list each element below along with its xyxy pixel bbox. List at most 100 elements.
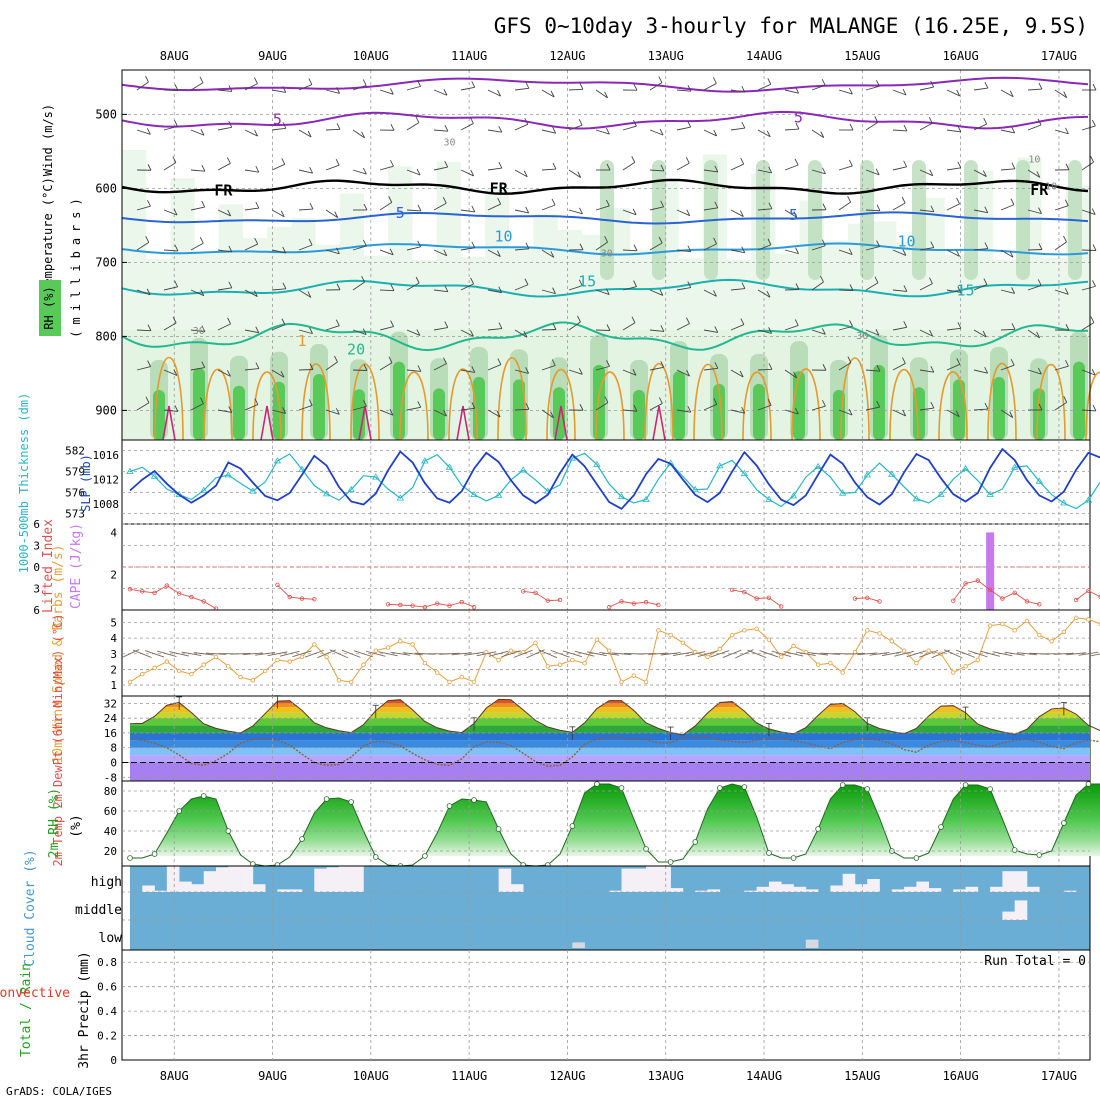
lifted-cape-data: [127, 532, 1100, 611]
precip-series-total: Total / Rain: [19, 963, 34, 1057]
wind-speed-point: [570, 657, 575, 663]
wind-barb: [379, 409, 394, 416]
wind-barb: [973, 369, 988, 374]
contour-labels: 5 5 FR FR FR 5 5 10 10 15 15 20 30 30 30 30 10 10 1: [193, 108, 1057, 358]
wind-barb: [514, 369, 529, 374]
wind-barb: [703, 403, 717, 411]
lifted-index-point: [164, 583, 170, 588]
wind-barb-flag: [334, 211, 339, 218]
wind-barb: [973, 248, 988, 251]
contour-label: 5: [396, 204, 405, 222]
isotherm-30-loop: [554, 405, 568, 441]
wind-barb-10m: [820, 652, 841, 655]
wind-barb: [649, 289, 664, 296]
wind-speed-point: [901, 648, 907, 653]
wind-barb: [541, 409, 554, 419]
wind-speed-point: [385, 645, 391, 650]
wind-speed-point: [951, 670, 956, 675]
wind-barb: [703, 169, 718, 173]
wind-barb: [487, 409, 501, 418]
wind-barb-flag: [821, 328, 826, 335]
wind-barbs: [136, 75, 1097, 419]
wind-barb-10m: [513, 649, 533, 658]
wind-barb-flag: [795, 86, 800, 94]
isotherm-25-loop: [889, 369, 919, 441]
wind-barb-flag: [1036, 171, 1041, 178]
thickness-slp-frame: [121, 439, 1091, 525]
wind-barb-10m: [193, 652, 214, 656]
thickness-marker: [470, 490, 478, 497]
contour-label: 30: [193, 326, 205, 337]
wind-barb-10m: [329, 649, 349, 659]
wind-speed-point: [287, 659, 292, 664]
thickness-marker: [937, 490, 945, 497]
wind-barb: [676, 249, 691, 253]
precip-tick-label: 0: [110, 1054, 117, 1067]
lifted-index-point: [176, 591, 182, 596]
wind10m-axis-label: 10m Wind Speed & Barbs (m/s): [51, 544, 66, 763]
wind-speed-point: [1000, 621, 1005, 627]
wind-barb: [919, 86, 934, 91]
wind-speed-point: [1037, 632, 1042, 638]
wind-speed-point: [619, 679, 624, 685]
wind-barb: [811, 84, 826, 91]
precip-tick-label: 0.4: [97, 1005, 117, 1018]
wind-barb-10m: [230, 652, 251, 655]
wind-barb: [892, 202, 906, 211]
wind-barb-10m: [501, 650, 521, 658]
wind-barb-flag: [876, 79, 880, 87]
date-label-bottom: 13AUG: [648, 1069, 684, 1083]
cloud-data: [142, 866, 1077, 948]
isotherm-30-loop: [652, 405, 666, 441]
wind-barb-10m: [587, 651, 607, 657]
credit: GrADS: COLA/IGES: [6, 1085, 112, 1098]
wind-barb: [1027, 169, 1041, 178]
wind-barb-flag: [254, 129, 258, 137]
cape-bar: [986, 532, 995, 610]
wind-barb: [703, 329, 718, 333]
wind-speed-point: [262, 668, 268, 674]
wind-barb-flag: [174, 84, 179, 91]
wind-barb-10m: [279, 650, 300, 657]
wind-barb: [568, 369, 583, 375]
contour-label: FR: [490, 179, 509, 197]
wind-barb-flag: [228, 85, 233, 92]
lifted-tick-label: 3: [33, 583, 40, 596]
wind-barb: [298, 329, 313, 335]
wind-barb: [352, 129, 365, 139]
wind-barb-flag: [714, 165, 719, 173]
wind-barb-10m: [1090, 653, 1100, 657]
thickness-marker: [814, 462, 822, 469]
wind-speed-point: [312, 642, 317, 647]
wind-speed-point: [1073, 615, 1079, 621]
wind-barb-flag: [1064, 199, 1069, 206]
wind-barb-flag: [255, 165, 260, 173]
wind-barb-flag: [660, 361, 665, 368]
wind-barb-flag: [443, 409, 447, 417]
wind-speed-point: [680, 640, 686, 646]
cloud-high-bar: [179, 881, 192, 892]
lifted-tick-label: 0: [33, 561, 40, 574]
contour-label: FR: [1030, 181, 1049, 199]
wind-barb-10m: [488, 650, 509, 657]
slp-tick-label: 1016: [93, 449, 120, 462]
wind-barb: [514, 87, 529, 91]
wind-barb-flag: [658, 236, 663, 244]
rh-fill-upper: [1016, 160, 1030, 280]
wind-barb-10m: [795, 651, 816, 656]
pressure-axis: 500 600 700 800 900: [95, 107, 127, 417]
lifted-index-line: [523, 590, 561, 602]
wind-barb-flag: [874, 276, 879, 283]
date-label-top: 10AUG: [353, 49, 389, 63]
wind-barb: [136, 402, 150, 411]
wind-barb: [649, 242, 663, 251]
wind-barb-flag: [741, 121, 746, 129]
wind-barb: [163, 125, 178, 131]
isotherm-25-loop: [693, 363, 723, 441]
wind-barb-flag: [444, 125, 449, 132]
rh-point: [323, 796, 330, 802]
rh-point: [766, 850, 772, 856]
wind-barb: [460, 86, 475, 91]
precip-grid: [122, 950, 1090, 1060]
wind-barb-flag: [631, 316, 636, 323]
